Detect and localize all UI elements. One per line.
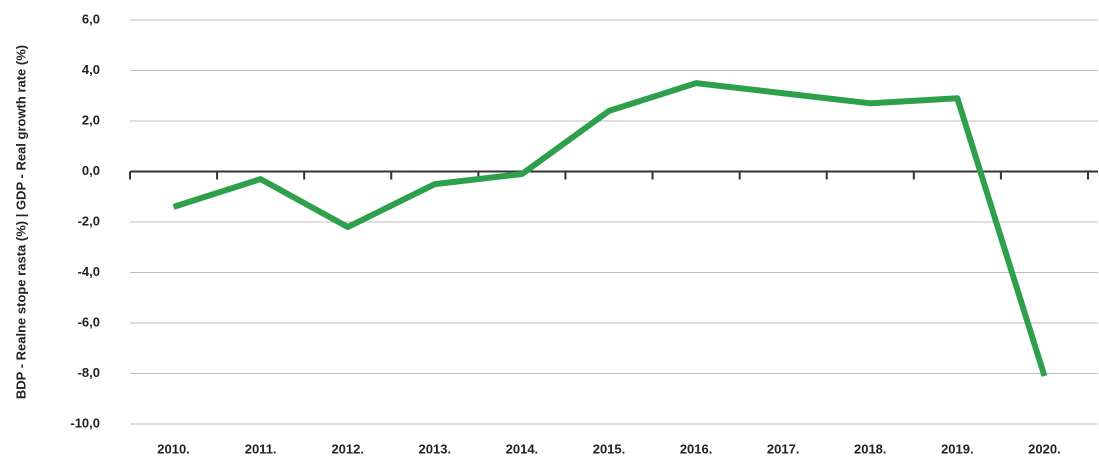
y-tick-label: -4,0 bbox=[78, 264, 100, 279]
y-tick-label: -8,0 bbox=[78, 365, 100, 380]
x-tick-label: 2016. bbox=[680, 441, 713, 456]
x-tick-label: 2011. bbox=[245, 441, 277, 456]
x-tick-label: 2010. bbox=[157, 441, 190, 456]
x-tick-label: 2020. bbox=[1028, 441, 1061, 456]
y-tick-label: -10,0 bbox=[70, 415, 100, 430]
y-tick-label: -6,0 bbox=[78, 314, 100, 329]
y-tick-label: 2,0 bbox=[82, 112, 100, 127]
y-tick-label: 4,0 bbox=[82, 62, 100, 77]
x-tick-label: 2013. bbox=[419, 441, 452, 456]
data-line bbox=[172, 80, 1048, 377]
x-tick-label: 2014. bbox=[506, 441, 539, 456]
y-axis-label: BDP - Realne stope rasta (%) | GDP - Rea… bbox=[13, 45, 28, 399]
x-tick-label: 2015. bbox=[593, 441, 626, 456]
y-tick-label: 0,0 bbox=[82, 163, 100, 178]
x-tick-label: 2017. bbox=[767, 441, 800, 456]
x-tick-label: 2018. bbox=[854, 441, 887, 456]
x-tick-label: 2012. bbox=[331, 441, 364, 456]
y-tick-label: 6,0 bbox=[82, 11, 100, 26]
y-tick-label: -2,0 bbox=[78, 213, 100, 228]
x-tick-label: 2019. bbox=[941, 441, 974, 456]
